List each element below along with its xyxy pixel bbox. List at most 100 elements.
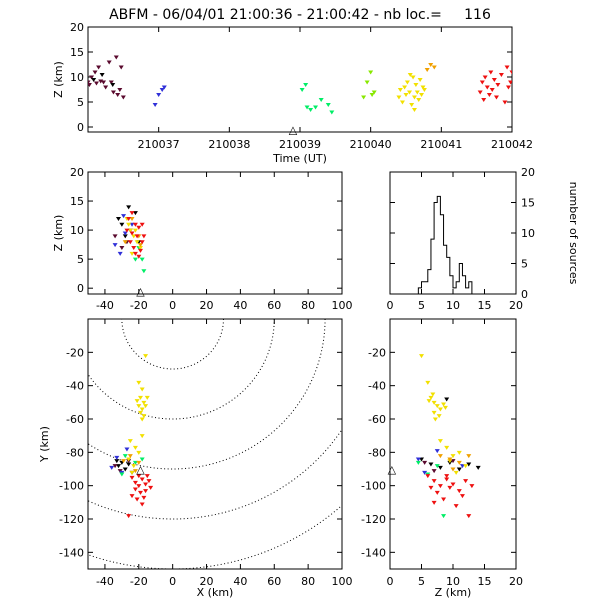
data-point [431,65,437,70]
data-point [146,479,152,484]
data-point [450,454,456,459]
data-point [159,88,165,92]
x-tick-label: 20 [200,575,214,588]
y-tick-label: 0 [77,121,84,134]
data-point [115,464,121,469]
data-point [91,78,97,82]
data-point [437,407,443,412]
data-point [447,457,453,462]
data-point [88,83,92,87]
data-point [117,251,123,256]
data-point [129,470,135,475]
data-point [132,257,138,262]
data-point [416,98,422,102]
data-point [419,354,424,359]
data-point [126,222,132,227]
data-point [431,410,437,415]
data-point [432,417,438,422]
data-point [132,211,138,216]
y-tick-label: -20 [368,346,386,359]
data-point [136,404,142,409]
y-tick-label: 20 [70,21,84,34]
data-point [134,399,140,404]
plot-frame [87,318,343,570]
data-point [364,80,370,85]
data-point [428,462,434,467]
data-point [136,484,142,489]
data-point [141,400,147,405]
data-point [139,502,145,507]
data-point [122,454,128,459]
data-point [134,497,140,502]
data-point [141,495,147,500]
chart-panels: 210037 210038 210039 210040 210041 210042 0 5 10… [38,21,580,599]
data-point [484,85,490,90]
x-axis-label: X (km) [197,586,234,599]
data-point [463,464,469,469]
data-point [152,103,158,107]
x-tick-label: 15 [478,299,492,312]
x-axis-label: Time (UT) [272,152,327,165]
data-point [139,417,145,422]
data-point [308,108,314,112]
data-point [141,414,147,419]
data-point [456,450,462,455]
data-point [486,93,492,97]
data-point [426,399,432,404]
data-point [397,88,403,92]
data-point [124,447,130,452]
data-point [509,70,512,75]
data-point [127,454,133,459]
x-tick-label: 20 [200,299,214,312]
data-point [113,55,119,60]
data-point [106,60,112,65]
y-tick-label: 5 [521,258,528,271]
data-point [479,80,485,85]
data-point [134,234,140,239]
data-point [136,450,142,455]
data-point [122,231,128,236]
data-point [141,234,147,239]
y-tick-label: 10 [70,71,84,84]
data-point [129,211,135,216]
data-point [491,78,497,82]
x-tick-label: 40 [233,299,247,312]
plot-frame [87,26,513,133]
x-tick-label: 60 [267,299,281,312]
data-point [132,251,138,256]
data-point [488,70,494,75]
data-point [434,464,440,469]
y-axis-label: Z (km) [52,215,65,252]
data-point [127,439,133,444]
x-tick-label: 20 [509,299,523,312]
data-point [450,482,456,487]
data-point [136,380,142,385]
data-point [119,472,125,477]
y-tick-label: -20 [66,346,84,359]
y-tick-label: -100 [59,480,84,493]
data-point [502,100,508,105]
data-point [325,103,331,107]
data-point [402,85,408,90]
data-point [114,455,120,460]
range-rings [88,319,342,569]
data-point [121,459,127,464]
data-point [129,494,135,499]
y-axis-label: Y (km) [38,426,51,463]
data-point [143,354,149,359]
x-tick-label: 210038 [208,138,250,151]
x-tick-label: 5 [418,575,425,588]
data-point [450,467,456,472]
data-point [303,83,309,87]
data-point [425,380,431,385]
data-point [361,95,367,100]
data-point [126,462,132,467]
data-point [420,85,426,90]
data-point [407,73,413,77]
data-point [444,445,450,450]
data-point [108,80,114,85]
data-point [119,246,125,251]
data-point [419,93,425,97]
data-point [456,489,462,494]
y-tick-label: 5 [77,96,84,109]
